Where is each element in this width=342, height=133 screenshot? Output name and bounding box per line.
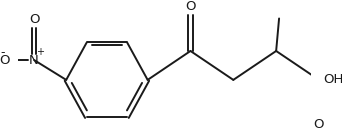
Text: O: O [0, 53, 10, 66]
Text: O: O [314, 118, 324, 131]
Text: N: N [29, 53, 39, 66]
Text: -: - [0, 46, 5, 59]
Text: OH: OH [323, 73, 342, 86]
Text: +: + [37, 47, 44, 57]
Text: O: O [185, 0, 196, 13]
Text: O: O [29, 13, 39, 26]
